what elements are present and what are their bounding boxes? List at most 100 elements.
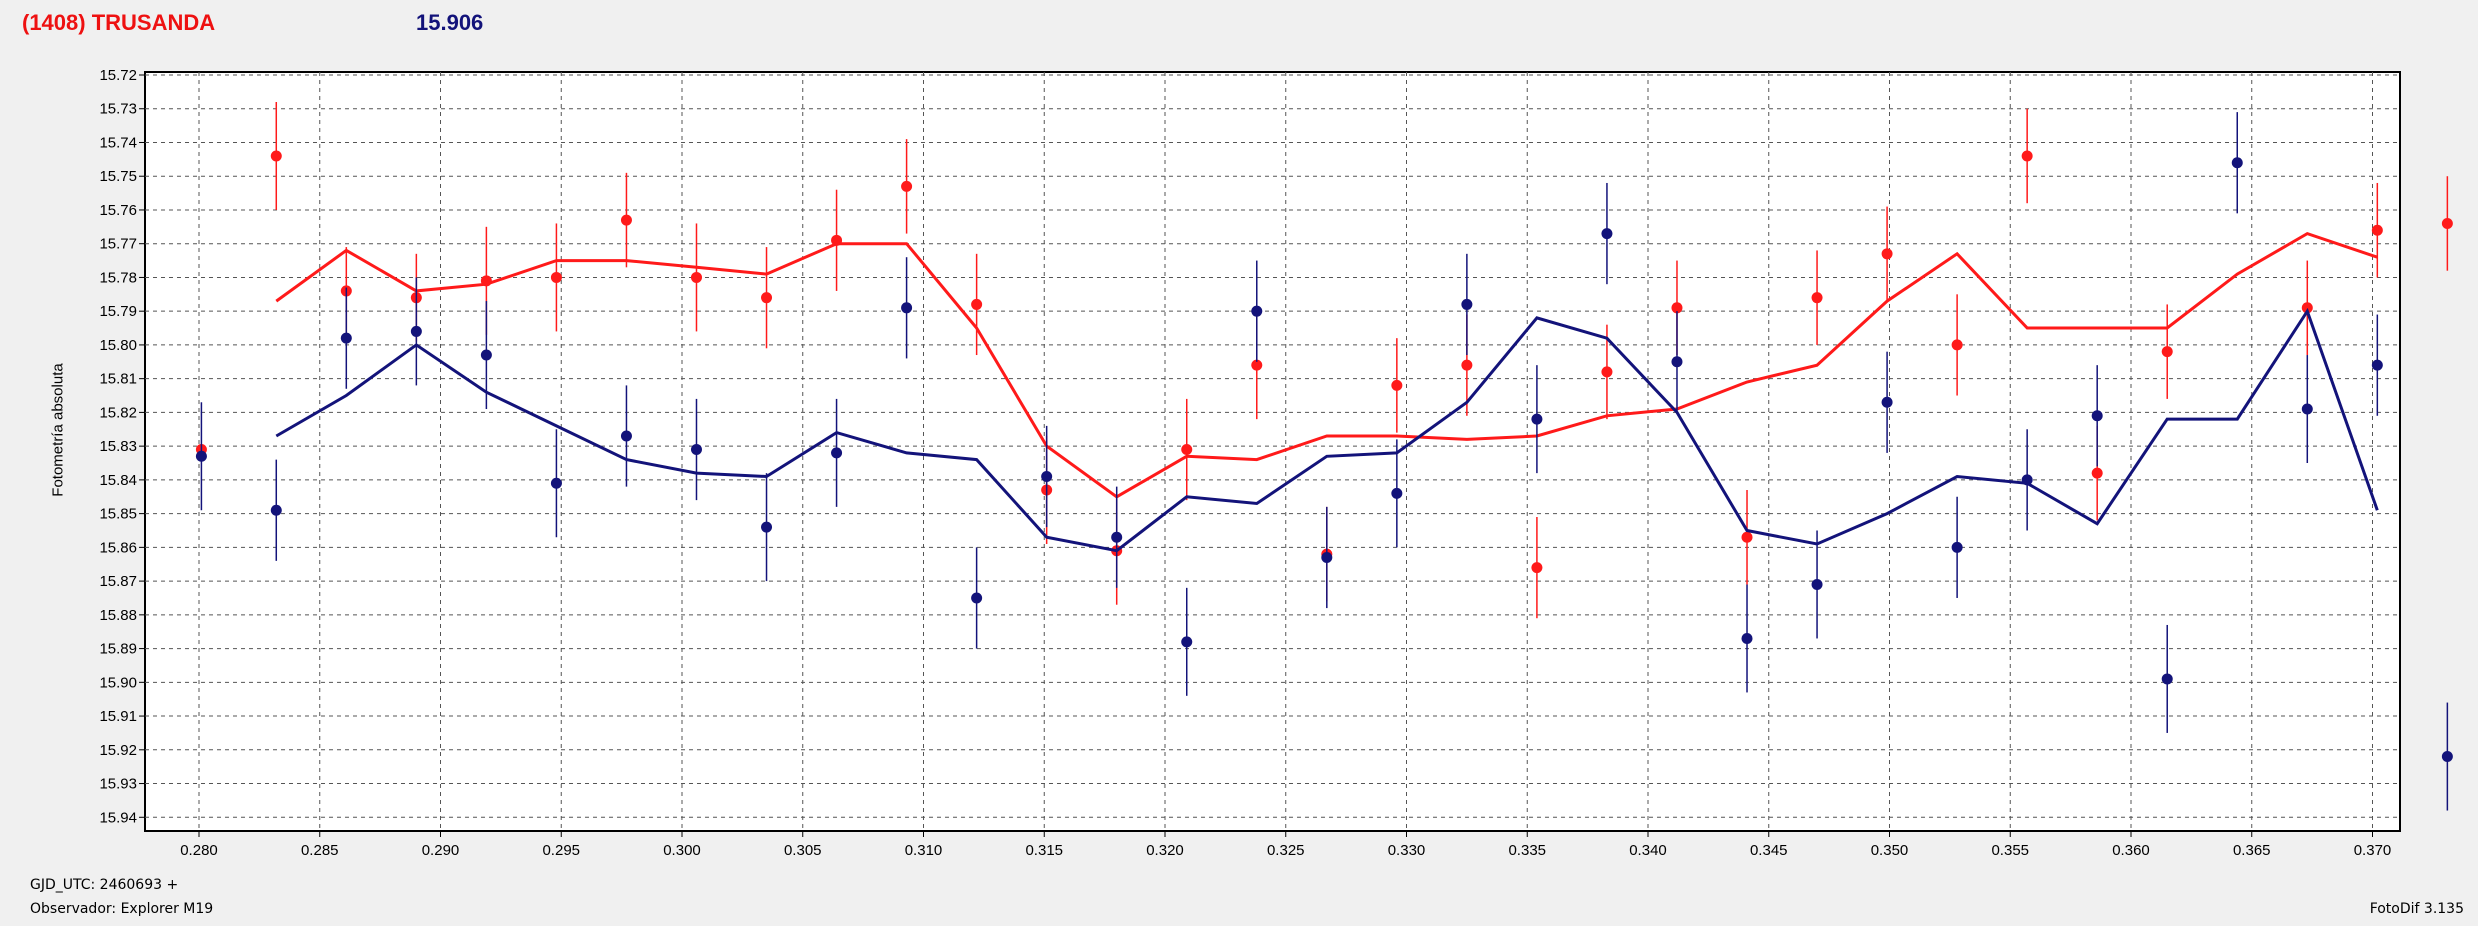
red-data-point xyxy=(1881,248,1893,260)
blue-data-point xyxy=(410,325,422,337)
blue-data-point xyxy=(1251,305,1263,317)
red-data-point xyxy=(270,150,282,162)
y-tick-label: 15.92 xyxy=(99,742,137,759)
y-tick-label: 15.80 xyxy=(99,337,137,354)
blue-data-point xyxy=(901,302,913,314)
x-tick-label: 0.345 xyxy=(1750,842,1788,859)
x-tick-label: 0.350 xyxy=(1871,842,1909,859)
red-data-point xyxy=(2301,302,2313,314)
x-ticks: 0.280 0.285 0.290 0.295 0.300 0.305 0.310 0.315… xyxy=(180,831,2391,859)
y-tick-label: 15.94 xyxy=(99,809,137,826)
x-tick-label: 0.360 xyxy=(2112,842,2150,859)
blue-data-point xyxy=(690,444,702,456)
grid-lines xyxy=(145,72,2400,831)
red-data-point xyxy=(1811,292,1823,304)
blue-data-point xyxy=(2021,474,2033,486)
y-ticks: 15.72 15.73 15.74 15.75 15.76 15.77 15.78 15.79… xyxy=(99,67,145,826)
y-tick-label: 15.74 xyxy=(99,134,137,151)
blue-data-point xyxy=(1321,551,1333,563)
red-data-point xyxy=(1671,302,1683,314)
red-data-point xyxy=(2091,467,2103,479)
x-tick-label: 0.320 xyxy=(1146,842,1184,859)
red-data-point xyxy=(901,180,913,192)
red-data-point xyxy=(2161,346,2173,358)
y-tick-label: 15.89 xyxy=(99,641,137,658)
y-tick-label: 15.73 xyxy=(99,101,137,118)
y-tick-label: 15.86 xyxy=(99,539,137,556)
red-data-point xyxy=(2371,224,2383,236)
x-tick-label: 0.300 xyxy=(663,842,701,859)
blue-data-point xyxy=(550,477,562,489)
data-series xyxy=(195,101,2453,811)
y-tick-label: 15.78 xyxy=(99,269,137,286)
blue-data-point xyxy=(620,430,632,442)
version-label: FotoDif 3.135 xyxy=(2369,901,2464,917)
x-tick-label: 0.335 xyxy=(1508,842,1546,859)
blue-data-point xyxy=(1041,471,1053,483)
x-tick-label: 0.355 xyxy=(1991,842,2029,859)
y-tick-label: 15.83 xyxy=(99,438,137,455)
blue-data-point xyxy=(2161,673,2173,685)
object-title: (1408) TRUSANDA xyxy=(22,10,216,35)
blue-data-point xyxy=(761,521,773,533)
blue-data-point xyxy=(2441,751,2453,763)
blue-data-point xyxy=(1601,228,1613,240)
x-tick-label: 0.340 xyxy=(1629,842,1667,859)
blue-data-point xyxy=(340,332,352,344)
blue-data-point xyxy=(1811,578,1823,590)
y-tick-label: 15.82 xyxy=(99,404,137,421)
red-data-point xyxy=(550,271,562,283)
x-tick-label: 0.305 xyxy=(784,842,822,859)
red-data-point xyxy=(761,292,773,304)
blue-data-point xyxy=(270,504,282,516)
plot-area xyxy=(144,71,2401,832)
red-data-point xyxy=(480,275,492,287)
blue-data-point xyxy=(480,349,492,361)
blue-data-point xyxy=(1391,487,1403,499)
y-tick-label: 15.90 xyxy=(99,674,137,691)
red-data-point xyxy=(1531,562,1543,574)
blue-data-point xyxy=(2371,359,2383,371)
y-tick-label: 15.79 xyxy=(99,303,137,320)
x-tick-label: 0.295 xyxy=(542,842,580,859)
y-tick-label: 15.88 xyxy=(99,607,137,624)
x-tick-label: 0.330 xyxy=(1388,842,1426,859)
red-data-point xyxy=(1951,339,1963,351)
red-data-point xyxy=(1601,366,1613,378)
y-tick-label: 15.81 xyxy=(99,371,137,388)
red-series xyxy=(195,101,2453,619)
y-tick-label: 15.77 xyxy=(99,236,137,253)
y-tick-label: 15.84 xyxy=(99,472,137,489)
red-data-point xyxy=(690,271,702,283)
y-tick-label: 15.72 xyxy=(99,67,137,84)
blue-data-point xyxy=(2301,403,2313,415)
x-tick-label: 0.370 xyxy=(2354,842,2392,859)
y-tick-label: 15.91 xyxy=(99,708,137,725)
x-tick-label: 0.365 xyxy=(2233,842,2271,859)
blue-data-point xyxy=(1531,413,1543,425)
blue-data-point xyxy=(2091,410,2103,422)
observer-label: Observador: Explorer M19 xyxy=(30,901,214,917)
red-data-point xyxy=(1461,359,1473,371)
red-data-point xyxy=(1251,359,1263,371)
blue-data-point xyxy=(1741,632,1753,644)
blue-data-point xyxy=(1111,531,1123,543)
red-data-point xyxy=(620,214,632,226)
x-tick-label: 0.290 xyxy=(422,842,460,859)
y-tick-label: 15.75 xyxy=(99,168,137,185)
blue-data-point xyxy=(1671,356,1683,368)
blue-series xyxy=(195,112,2453,811)
red-data-point xyxy=(1391,379,1403,391)
y-tick-label: 15.76 xyxy=(99,202,137,219)
blue-data-point xyxy=(1181,636,1193,648)
y-tick-label: 15.93 xyxy=(99,776,137,793)
red-data-point xyxy=(2441,217,2453,229)
x-tick-label: 0.325 xyxy=(1267,842,1305,859)
y-tick-label: 15.85 xyxy=(99,506,137,523)
red-data-point xyxy=(831,234,843,246)
magnitude-value: 15.906 xyxy=(416,10,484,35)
red-data-point xyxy=(1181,444,1193,456)
x-tick-label: 0.280 xyxy=(180,842,218,859)
x-tick-label: 0.285 xyxy=(301,842,339,859)
